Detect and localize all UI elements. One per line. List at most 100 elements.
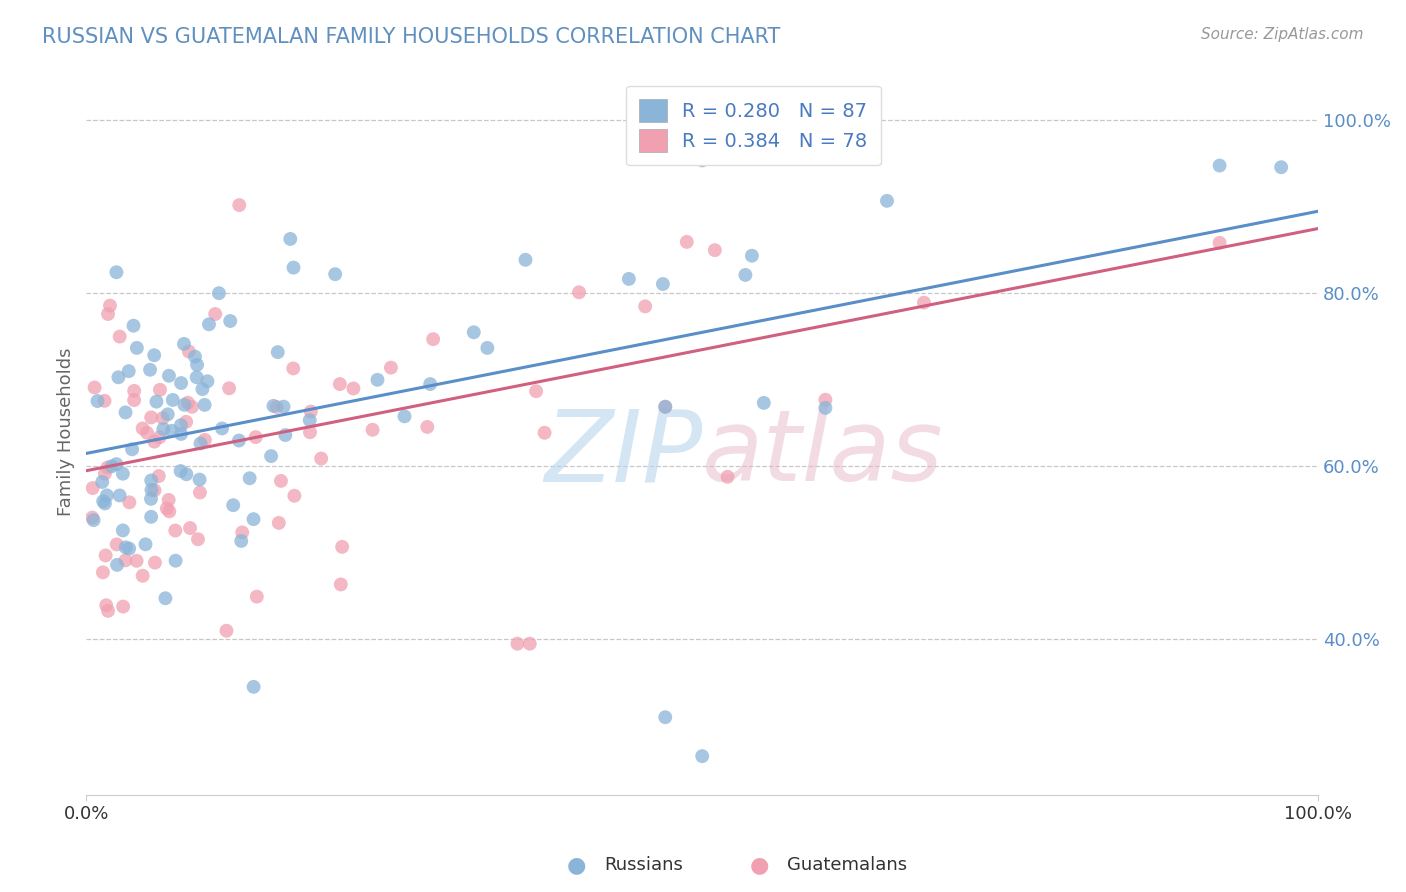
Point [219,314,242,328]
Point [654,400,676,414]
Point [690,153,713,168]
Point [274,428,297,442]
Legend: R = 0.280   N = 87, R = 0.384   N = 78: R = 0.280 N = 87, R = 0.384 N = 78 [626,86,880,165]
Point [91,494,114,508]
Point [122,393,145,408]
Point [270,474,292,488]
Point [177,344,200,359]
Point [141,474,163,488]
Point [86,394,108,409]
Point [121,442,143,457]
Point [186,358,208,372]
Point [222,498,245,512]
Point [1270,160,1292,174]
Point [752,396,775,410]
Point [703,243,725,257]
Point [82,510,104,524]
Text: Source: ZipAtlas.com: Source: ZipAtlas.com [1201,27,1364,42]
Point [98,299,121,313]
Point [134,537,156,551]
Point [422,332,444,346]
Point [107,370,129,384]
Point [114,405,136,419]
Point [266,400,288,414]
Point [184,350,207,364]
Point [211,421,233,435]
Point [143,348,166,362]
Point [94,496,117,510]
Point [173,337,195,351]
Point [170,426,193,441]
Point [298,413,321,427]
Point [239,471,262,485]
Point [814,401,837,415]
Y-axis label: Family Households: Family Households [58,348,75,516]
Point [162,392,184,407]
Point [262,399,284,413]
Point [156,407,179,421]
Point [187,533,209,547]
Point [568,285,591,300]
Point [157,492,180,507]
Point [299,404,322,418]
Point [506,637,529,651]
Point [157,504,180,518]
Point [1208,159,1230,173]
Point [876,194,898,208]
Point [242,680,264,694]
Point [246,590,269,604]
Point [114,553,136,567]
Text: Russians: Russians [605,856,683,874]
Point [394,409,416,424]
Point [463,326,485,340]
Point [156,501,179,516]
Point [634,299,657,313]
Point [278,232,301,246]
Point [91,566,114,580]
Point [912,295,935,310]
Point [143,483,166,498]
Point [111,524,134,538]
Point [533,425,555,440]
Point [260,449,283,463]
Text: Guatemalans: Guatemalans [787,856,907,874]
Point [416,420,439,434]
Point [125,554,148,568]
Point [149,430,172,444]
Point [108,329,131,343]
Point [149,383,172,397]
Point [139,363,162,377]
Point [690,749,713,764]
Point [741,249,763,263]
Point [617,272,640,286]
Point [198,318,221,332]
Point [245,430,267,444]
Point [143,434,166,449]
Point [177,395,200,409]
Point [176,467,198,482]
Point [366,373,388,387]
Point [174,415,197,429]
Point [228,198,250,212]
Point [96,488,118,502]
Point [283,361,305,376]
Point [186,370,208,384]
Point [105,457,128,471]
Point [188,473,211,487]
Point [197,374,219,388]
Point [309,451,332,466]
Point [231,525,253,540]
Point [654,710,676,724]
Point [342,382,364,396]
Point [323,267,346,281]
Point [283,489,305,503]
Point [96,460,118,475]
Text: ●: ● [567,855,586,875]
Point [654,400,676,414]
Point [190,436,212,450]
Point [218,381,240,395]
Point [97,604,120,618]
Point [734,268,756,282]
Point [155,591,177,606]
Point [112,599,135,614]
